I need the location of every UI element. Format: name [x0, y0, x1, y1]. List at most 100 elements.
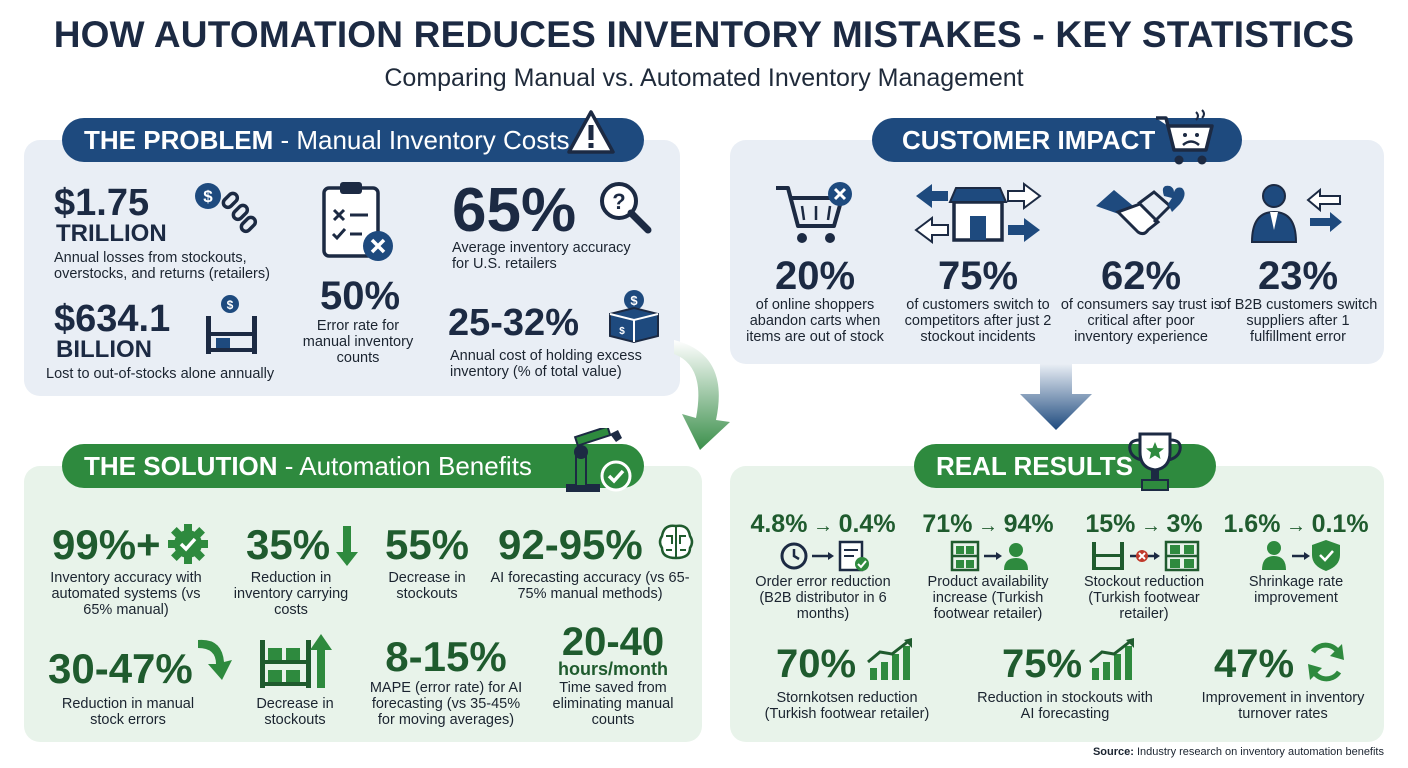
stat-label: Average inventory accuracy for U.S. reta…: [452, 240, 631, 272]
clock-document-icon: [780, 540, 869, 572]
arrow-icon: →: [807, 515, 839, 537]
solution-heading-rest: - Automation Benefits: [277, 451, 532, 481]
warning-icon: [567, 110, 615, 154]
curved-arrow-icon: [674, 340, 730, 450]
stat-label: Reduction in inventory carrying costs: [233, 570, 349, 618]
stat-label: Stornkotsen reduction (Turkish footwear …: [764, 690, 930, 722]
page-subtitle: Comparing Manual vs. Automated Inventory…: [384, 64, 1024, 92]
down-arrow-icon: [1020, 364, 1092, 430]
stat-value: 55%: [384, 521, 470, 568]
result-label: Product availability increase (Turkish f…: [927, 574, 1049, 622]
stat-value: 30-47%: [48, 645, 193, 692]
stat-label: Improvement in inventory turnover rates: [1201, 690, 1365, 722]
empty-full-shelf-icon: [1092, 540, 1200, 572]
bar-chart-up-icon: [1089, 638, 1134, 680]
stat-value: 25-32%: [448, 302, 579, 344]
store-arrows-icon: [914, 182, 1042, 244]
stat-label: Inventory accuracy with automated system…: [50, 570, 202, 618]
svg-text:?: ?: [612, 189, 625, 214]
robot-arm-icon: [566, 428, 632, 492]
stat-value: 62%: [1100, 254, 1182, 298]
stat-value: 50%: [319, 274, 401, 318]
arrow-icon: →: [1280, 515, 1312, 537]
bar-chart-up-icon: [867, 638, 912, 680]
stat-value: 75%: [1002, 642, 1083, 686]
box-money-icon: $ $: [609, 290, 659, 344]
stat-unit: hours/month: [558, 659, 668, 679]
stat-value: 20%: [774, 254, 856, 298]
stat-unit: BILLION: [56, 336, 152, 363]
result-label: Order error reduction (B2B distributor i…: [755, 574, 891, 622]
curve-down-arrow-icon: [198, 639, 232, 680]
magnifier-question-icon: ?: [600, 182, 652, 234]
result-label: Stockout reduction (Turkish footwear ret…: [1083, 574, 1205, 622]
page-title: HOW AUTOMATION REDUCES INVENTORY MISTAKE…: [53, 14, 1355, 55]
stat-label: MAPE (error rate) for AI forecasting (vs…: [369, 680, 523, 728]
empty-shelf-icon: $: [206, 295, 257, 354]
before-after-value: 4.8% → 0.4%: [740, 512, 906, 537]
solution-heading: THE SOLUTION - Automation Benefits: [62, 444, 644, 488]
after-value: 0.1%: [1311, 510, 1369, 538]
stat-label: AI forecasting accuracy (vs 65-75% manua…: [490, 570, 690, 602]
stat-value: $1.75: [54, 182, 150, 224]
before-value: 71%: [922, 510, 973, 538]
stat-label: Reduction in stockouts with AI forecasti…: [977, 690, 1153, 722]
customer-panel: [730, 140, 1384, 364]
down-trend-icon: [336, 526, 358, 566]
result-label: Shrinkage rate improvement: [1248, 574, 1344, 606]
trophy-icon: [1128, 432, 1182, 491]
svg-text:$: $: [203, 187, 213, 206]
svg-text:$: $: [227, 298, 234, 312]
clipboard-error-icon: [322, 182, 393, 261]
svg-text:$: $: [619, 326, 625, 337]
stat-label: Lost to out-of-stocks alone annually: [46, 366, 275, 382]
svg-text:$: $: [630, 293, 638, 308]
before-after-value: 1.6% → 0.1%: [1222, 512, 1370, 537]
stat-label: Annual cost of holding excess inventory …: [450, 348, 642, 380]
stat-value: 35%: [246, 521, 331, 568]
stat-label: of customers switch to competitors after…: [904, 297, 1052, 345]
refresh-cycle-icon: [1308, 642, 1344, 682]
stat-value: $634.1: [54, 298, 171, 340]
money-chain-icon: $: [195, 183, 258, 234]
stat-label: Decrease in stockouts: [388, 570, 466, 602]
cart-x-icon: [776, 182, 852, 243]
person-switch-icon: [1250, 184, 1342, 243]
source-note: Source: Industry research on inventory a…: [1093, 746, 1384, 758]
broken-handshake-icon: [1096, 185, 1185, 236]
stat-value: 99%+: [52, 521, 161, 568]
stat-value: 23%: [1257, 254, 1339, 298]
solution-panel: [24, 466, 702, 742]
gear-check-icon: [168, 524, 208, 564]
stat-unit: TRILLION: [56, 220, 167, 247]
before-after-value: 71% → 94%: [910, 512, 1066, 537]
stat-value: 65%: [452, 176, 577, 245]
after-value: 3%: [1166, 510, 1203, 538]
stat-label: Decrease in stockouts: [256, 696, 334, 728]
after-value: 94%: [1003, 510, 1054, 538]
stat-value: 47%: [1214, 642, 1295, 686]
after-value: 0.4%: [838, 510, 896, 538]
results-panel: [730, 466, 1384, 742]
solution-heading-bold: THE SOLUTION: [84, 451, 278, 481]
before-after-value: 15% → 3%: [1074, 512, 1214, 537]
stat-label: Reduction in manual stock errors: [61, 696, 195, 728]
stat-value: 20-40: [561, 620, 665, 664]
stat-value: 70%: [776, 642, 857, 686]
stat-label: of B2B customers switch suppliers after …: [1218, 297, 1378, 345]
arrow-icon: →: [1135, 515, 1167, 537]
arrow-icon: →: [972, 515, 1004, 537]
source-label: Source:: [1092, 746, 1134, 758]
problem-heading: THE PROBLEM - Manual Inventory Costs: [62, 118, 644, 162]
stat-label: of consumers say trust is critical after…: [1060, 297, 1222, 345]
problem-heading-rest: - Manual Inventory Costs: [273, 125, 570, 155]
stat-label: Annual losses from stockouts, overstocks…: [54, 250, 270, 282]
stat-label: Error rate for manual inventory counts: [302, 318, 414, 366]
person-shield-icon: [1262, 540, 1340, 571]
before-value: 15%: [1085, 510, 1136, 538]
source-text: Industry research on inventory automatio…: [1133, 746, 1384, 758]
problem-heading-bold: THE PROBLEM: [84, 125, 274, 155]
stat-value: 75%: [937, 254, 1019, 298]
shelf-person-icon: [950, 540, 1028, 572]
sad-cart-icon: [1156, 109, 1214, 165]
